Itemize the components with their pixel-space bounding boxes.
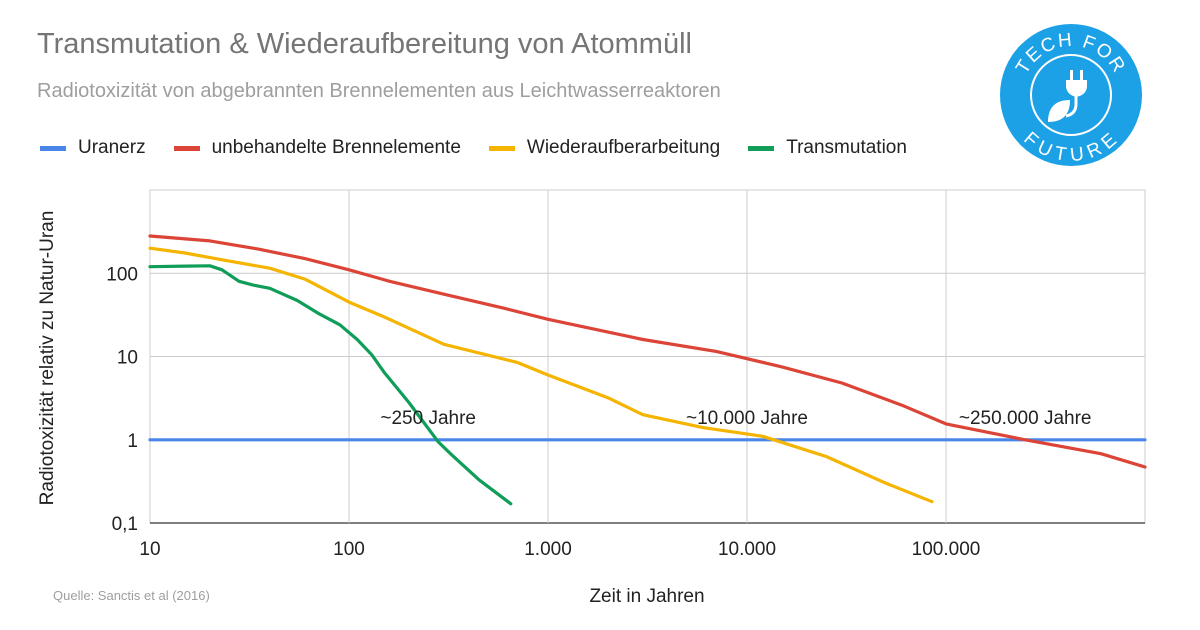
chart-ticks: 10 100 1.000 10.000 100.000 0,1 1 10 100 xyxy=(106,264,980,560)
legend-swatch-unbehandelt xyxy=(173,145,200,151)
y-tick-label: 1 xyxy=(127,431,138,452)
legend-item-uranerz: Uranerz xyxy=(40,137,146,159)
x-tick-label: 1.000 xyxy=(524,539,572,560)
chart-legend: Uranerz unbehandelte Brennelemente Wiede… xyxy=(40,137,935,159)
annotation-label: ~250.000 Jahre xyxy=(959,408,1092,429)
tech-for-future-logo: TECH FOR FUTURE xyxy=(1000,24,1142,166)
legend-label-wiederaufbereitung: Wiederaufberarbeitung xyxy=(526,137,721,158)
chart-series xyxy=(148,234,1147,506)
series-line-2 xyxy=(148,246,934,504)
x-tick-label: 100.000 xyxy=(912,539,981,560)
legend-item-unbehandelt: unbehandelte Brennelemente xyxy=(173,137,461,159)
series-line-3 xyxy=(148,264,513,506)
x-tick-label: 10 xyxy=(139,539,160,560)
legend-label-transmutation: Transmutation xyxy=(786,137,907,158)
legend-swatch-wiederaufbereitung xyxy=(488,145,515,151)
y-tick-label: 0,1 xyxy=(112,514,138,535)
legend-swatch-transmutation xyxy=(748,145,775,151)
legend-item-transmutation: Transmutation xyxy=(748,137,907,159)
y-tick-label: 10 xyxy=(117,348,138,369)
chart-annotations: ~250 Jahre ~10.000 Jahre ~250.000 Jahre xyxy=(380,408,1091,429)
logo-circle xyxy=(1000,24,1142,166)
legend-label-unbehandelt: unbehandelte Brennelemente xyxy=(211,137,461,158)
series-line-1 xyxy=(148,234,1147,469)
legend-label-uranerz: Uranerz xyxy=(78,137,146,158)
source-note: Quelle: Sanctis et al (2016) xyxy=(53,588,210,603)
annotation-label: ~250 Jahre xyxy=(380,408,476,429)
legend-item-wiederaufbereitung: Wiederaufberarbeitung xyxy=(488,137,721,159)
y-tick-label: 100 xyxy=(106,264,138,285)
y-axis-label: Radiotoxizität relativ zu Natur-Uran xyxy=(37,211,58,506)
logo-ring xyxy=(1030,54,1112,136)
x-tick-label: 100 xyxy=(333,539,365,560)
chart-title: Transmutation & Wiederaufbereitung von A… xyxy=(37,28,692,60)
chart-subtitle: Radiotoxizität von abgebrannten Brennele… xyxy=(37,80,721,102)
x-tick-label: 10.000 xyxy=(718,539,776,560)
plug-leaf-icon xyxy=(1048,70,1087,122)
x-axis-label: Zeit in Jahren xyxy=(589,586,704,607)
chart-grid xyxy=(149,189,1146,524)
legend-swatch-uranerz xyxy=(40,145,66,151)
annotation-label: ~10.000 Jahre xyxy=(686,408,808,429)
